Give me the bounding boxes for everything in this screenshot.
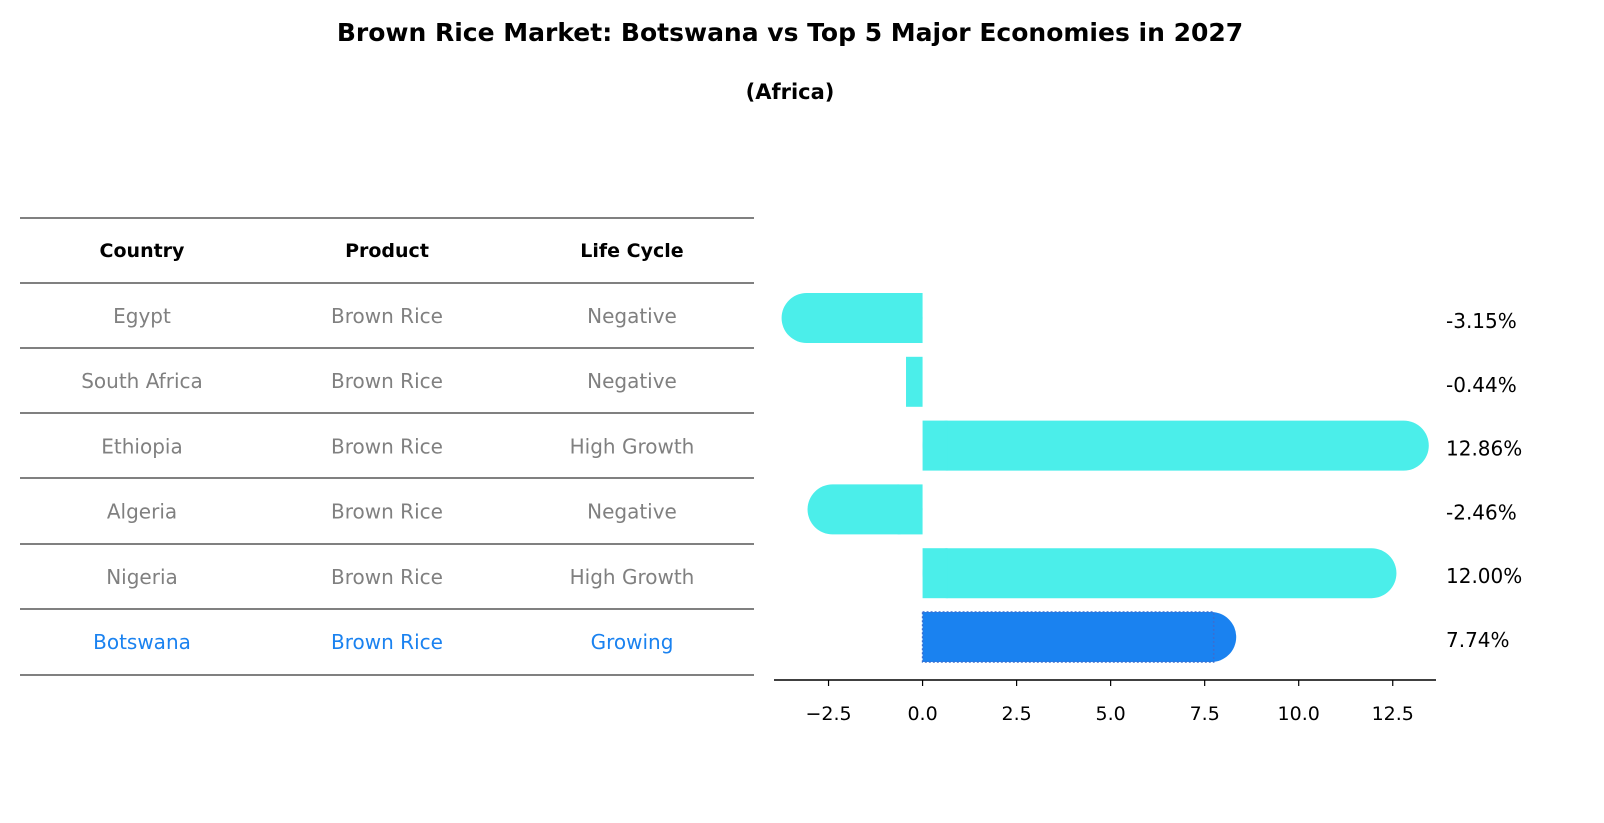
bar-algeria	[807, 484, 923, 535]
highlight-outline	[921, 611, 1215, 663]
bar-botswana	[922, 612, 1237, 662]
x-tick-label: 5.0	[1096, 703, 1126, 725]
table-cell: Botswana	[93, 630, 191, 654]
table-cell: Growing	[591, 630, 674, 654]
bar-ethiopia	[922, 420, 1429, 471]
table-cell: Brown Rice	[331, 304, 443, 328]
value-label: 7.74%	[1446, 628, 1510, 652]
bar-base	[922, 612, 948, 662]
table-cell: Brown Rice	[331, 369, 443, 393]
table-cell: Brown Rice	[331, 434, 443, 458]
x-tick-label: 10.0	[1278, 703, 1320, 725]
value-label: -3.15%	[1446, 309, 1517, 333]
chart-subtitle: (Africa)	[745, 80, 835, 104]
x-tick-label: 0.0	[907, 703, 937, 725]
bar-nigeria	[922, 548, 1397, 599]
table-header: Country	[100, 240, 186, 262]
table-cell: Negative	[587, 369, 677, 393]
table-header: Life Cycle	[580, 240, 683, 262]
bar-egypt	[781, 293, 923, 343]
bar-base	[922, 420, 948, 471]
table-cell: Brown Rice	[331, 630, 443, 654]
value-label: 12.86%	[1446, 437, 1522, 461]
table-cell: High Growth	[570, 565, 695, 589]
table-cell: Egypt	[113, 304, 171, 328]
chart-title: Brown Rice Market: Botswana vs Top 5 Maj…	[336, 18, 1244, 47]
table-cell: South Africa	[81, 369, 203, 393]
table-cell: Brown Rice	[331, 500, 443, 524]
x-tick-label: 7.5	[1190, 703, 1220, 725]
x-tick-label: 2.5	[1001, 703, 1031, 725]
table-cell: Nigeria	[106, 565, 178, 589]
table-cell: Negative	[587, 500, 677, 524]
table-cell: High Growth	[570, 434, 695, 458]
table-cell: Negative	[587, 304, 677, 328]
table-cell: Brown Rice	[331, 565, 443, 589]
value-label: -0.44%	[1446, 373, 1517, 397]
table-header: Product	[345, 240, 429, 262]
x-tick-label: −2.5	[805, 703, 851, 725]
x-tick-label: 12.5	[1372, 703, 1414, 725]
table-cell: Ethiopia	[101, 434, 182, 458]
table-cell: Algeria	[107, 500, 177, 524]
bar-base	[922, 548, 948, 599]
bar-base	[897, 293, 923, 343]
value-label: 12.00%	[1446, 564, 1522, 588]
value-label: -2.46%	[1446, 500, 1517, 524]
bar-base	[897, 484, 923, 535]
bar-south-africa	[906, 356, 923, 407]
